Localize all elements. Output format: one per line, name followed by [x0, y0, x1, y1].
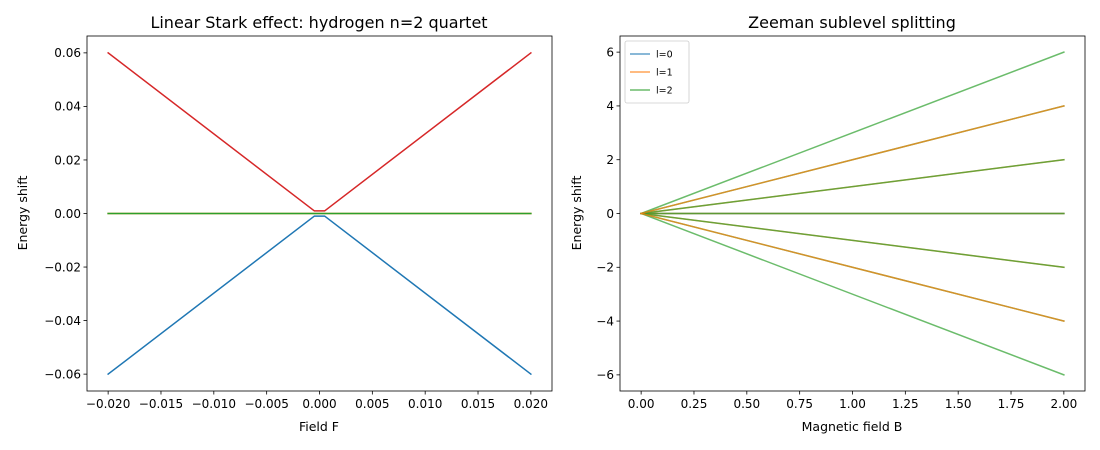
legend-box	[624, 40, 690, 104]
y-tick-label: −0.02	[44, 260, 81, 274]
series-line	[640, 158, 1065, 215]
x-axis-label: Magnetic field B	[802, 419, 903, 434]
x-tick-label: 0.50	[733, 397, 760, 411]
y-tick-label: 0.04	[54, 100, 81, 114]
x-tick-label: 0.005	[355, 397, 389, 411]
series-group	[107, 51, 532, 376]
x-tick-label: 1.75	[998, 397, 1025, 411]
x-tick-label: 0.25	[681, 397, 708, 411]
series-line	[640, 212, 1065, 269]
x-tick-label: 0.020	[514, 397, 548, 411]
stark-chart: Linear Stark effect: hydrogen n=2 quarte…	[15, 13, 553, 434]
x-tick-label: 0.00	[628, 397, 655, 411]
x-tick-label: 0.015	[461, 397, 495, 411]
x-tick-label: 1.00	[839, 397, 866, 411]
x-tick-label: 0.75	[786, 397, 813, 411]
y-tick-label: 4	[606, 99, 614, 113]
y-tick-label: 0	[606, 207, 614, 221]
y-tick-label: 6	[606, 45, 614, 59]
series-line	[107, 215, 532, 376]
x-tick-label: 1.50	[945, 397, 972, 411]
x-tick-label: 0.010	[408, 397, 442, 411]
zeeman-chart: Zeeman sublevel splitting Magnetic field…	[569, 13, 1086, 434]
x-tick-label: −0.010	[192, 397, 236, 411]
y-tick-label: 0.02	[54, 153, 81, 167]
series-line	[640, 105, 1065, 215]
x-tick-label: −0.005	[244, 397, 288, 411]
x-tick-label: −0.015	[139, 397, 183, 411]
series-line	[640, 212, 1065, 376]
series-line	[640, 212, 1065, 322]
y-tick-label: 0.06	[54, 46, 81, 60]
x-tick-label: 0.000	[302, 397, 336, 411]
y-tick-label: 2	[606, 153, 614, 167]
legend-label: l=0	[656, 50, 673, 61]
y-tick-label: −2	[596, 261, 614, 275]
y-axis-label: Energy shift	[15, 176, 30, 251]
chart-title: Linear Stark effect: hydrogen n=2 quarte…	[150, 13, 487, 32]
y-tick-label: −0.06	[44, 367, 81, 381]
legend: l=0 l=1 l=2	[624, 40, 690, 104]
x-tick-label: −0.020	[86, 397, 130, 411]
y-tick-label: −6	[596, 368, 614, 382]
series-group	[640, 51, 1065, 376]
y-axis-label: Energy shift	[569, 176, 584, 251]
x-axis-label: Field F	[299, 419, 339, 434]
series-line	[640, 51, 1065, 215]
legend-label: l=2	[656, 86, 673, 97]
y-tick-label: −4	[596, 314, 614, 328]
legend-label: l=1	[656, 68, 673, 79]
series-line	[107, 51, 532, 212]
y-tick-label: −0.04	[44, 314, 81, 328]
chart-title: Zeeman sublevel splitting	[748, 13, 956, 32]
x-tick-label: 2.00	[1051, 397, 1078, 411]
x-tick-label: 1.25	[892, 397, 919, 411]
y-tick-label: 0.00	[54, 207, 81, 221]
